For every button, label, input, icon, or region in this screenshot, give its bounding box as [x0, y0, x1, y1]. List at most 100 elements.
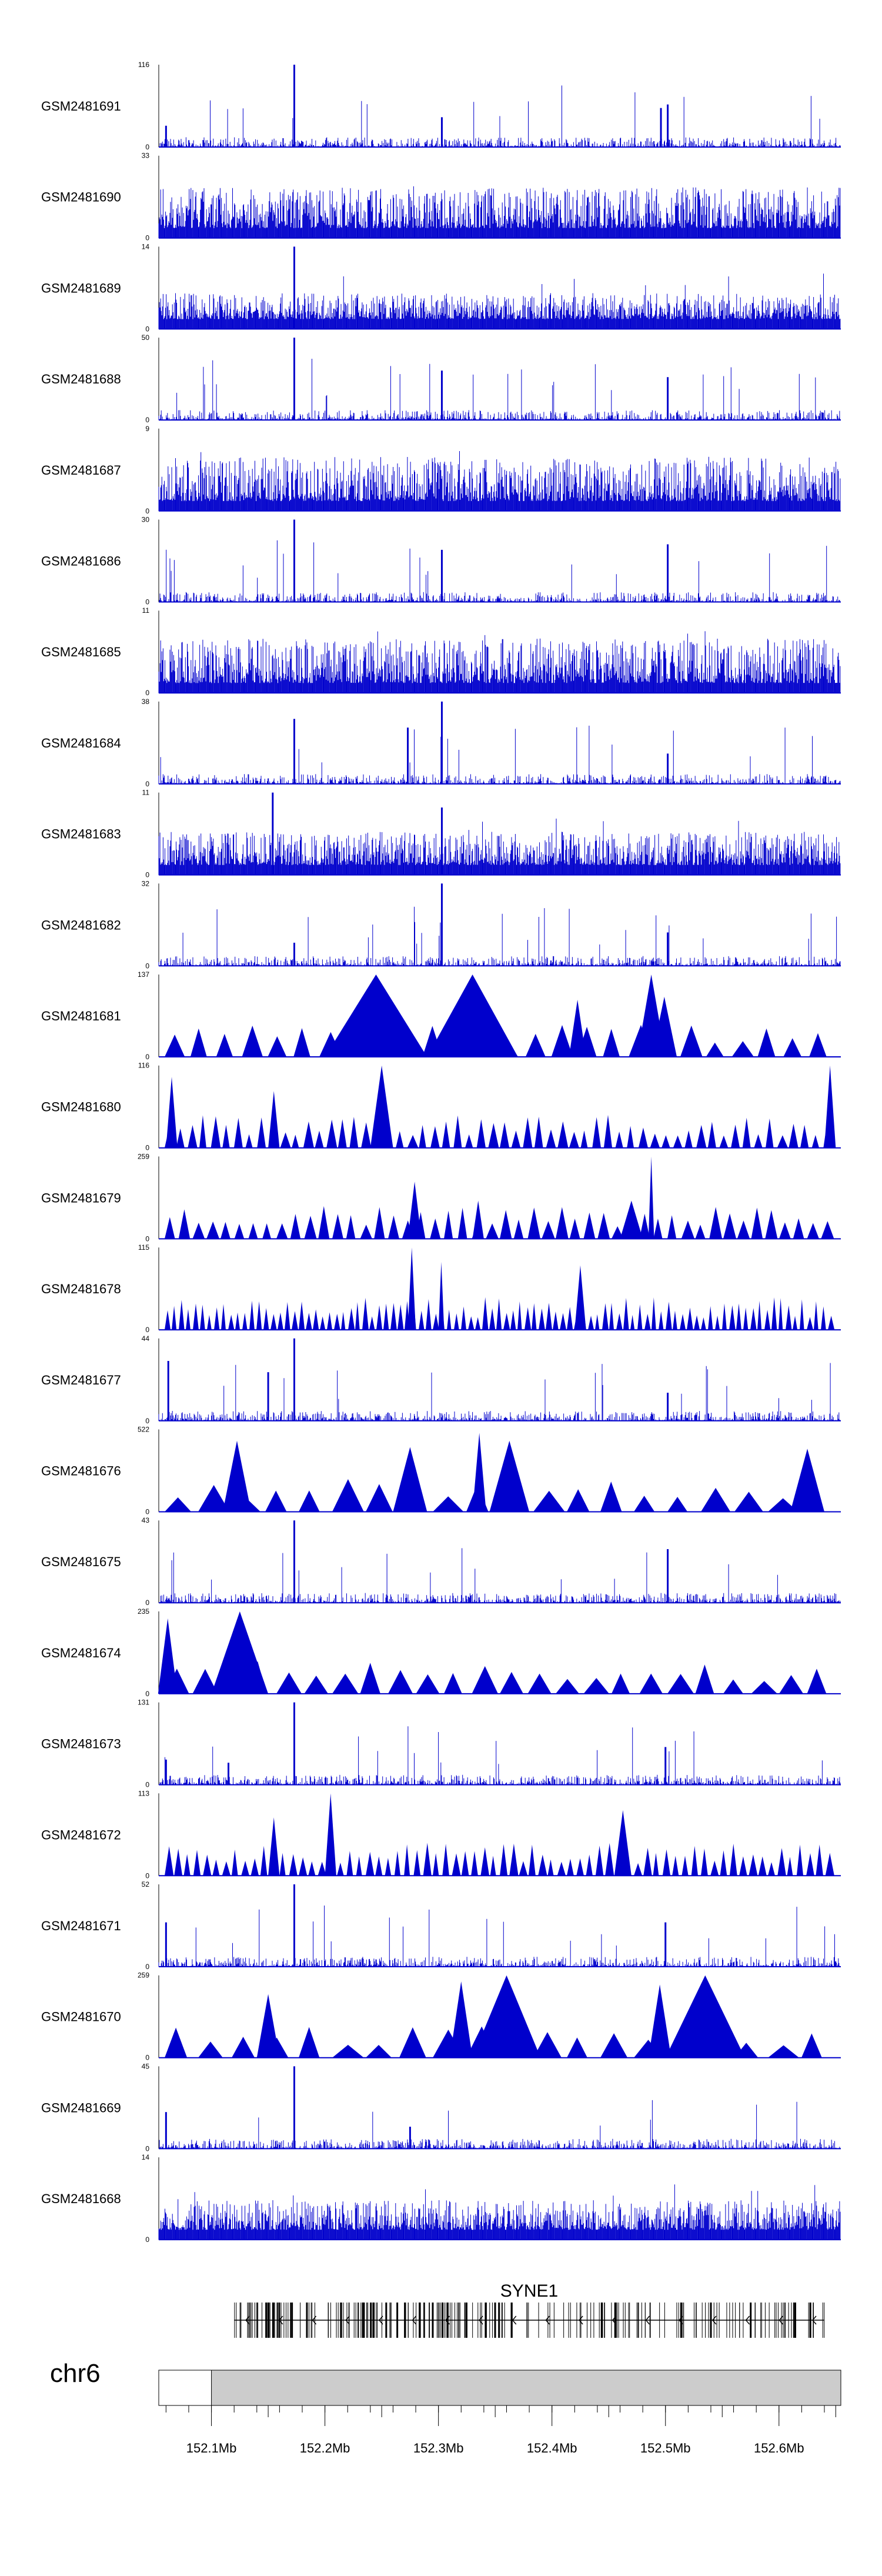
coverage-peak	[708, 1306, 713, 1330]
strand-arrow	[412, 2315, 417, 2325]
coverage-peak	[366, 1851, 375, 1876]
y-min-label: 0	[145, 780, 149, 788]
track-name: GSM2481676	[41, 1464, 121, 1479]
coverage-peak	[453, 1115, 462, 1148]
coverage-peak	[472, 1200, 484, 1239]
y-max-label: 50	[142, 333, 150, 342]
coverage-peak	[488, 1123, 499, 1148]
coverage-peak	[165, 1846, 174, 1876]
coverage-peak	[546, 1129, 556, 1148]
ideogram-band	[211, 2370, 841, 2406]
coverage-peak	[407, 1247, 416, 1330]
coverage-peak	[500, 1844, 508, 1876]
coverage-peak	[262, 1223, 272, 1239]
coverage-peak	[809, 1033, 827, 1057]
coverage-peak	[695, 1224, 706, 1239]
track-name: GSM2481681	[41, 1009, 121, 1023]
coverage-peak	[442, 1121, 450, 1148]
coverage-peak	[527, 1207, 540, 1239]
y-max-label: 33	[142, 152, 150, 160]
coverage-peak	[662, 1135, 670, 1148]
y-max-label: 116	[138, 61, 149, 69]
coverage-peak	[174, 1848, 183, 1876]
coverage-peak	[560, 1313, 567, 1330]
coverage-peak	[583, 1212, 596, 1239]
coverage-peak	[280, 1132, 291, 1148]
coverage-peak	[172, 1306, 177, 1330]
coverage-peak	[701, 1848, 708, 1876]
track: GSM2481691 116 0	[41, 61, 841, 151]
coverage-peak	[500, 1210, 512, 1239]
coverage-peak	[595, 1314, 600, 1330]
coverage-peak	[609, 1303, 614, 1330]
coverage-bars	[158, 631, 841, 693]
coverage-peak	[789, 1123, 799, 1148]
coverage-peak	[394, 1851, 400, 1876]
coverage-peak	[710, 1860, 719, 1876]
coverage-peak	[639, 1673, 663, 1694]
strand-arrow	[378, 2315, 383, 2325]
coverage-peak	[602, 1303, 609, 1330]
track-name: GSM2481688	[41, 372, 121, 386]
coverage-peak	[308, 1861, 316, 1876]
y-max-label: 113	[138, 1789, 149, 1797]
track-name: GSM2481675	[41, 1554, 121, 1569]
coverage-peak	[673, 1135, 683, 1148]
coverage-peak	[729, 1843, 737, 1876]
coverage-peak	[539, 1308, 545, 1330]
coverage-peak	[510, 1310, 516, 1330]
gene-track: SYNE1	[234, 2281, 825, 2338]
coverage-peak	[800, 1299, 804, 1330]
coverage-peak	[433, 1853, 439, 1876]
coverage-peak	[449, 1981, 473, 2058]
track-name: GSM2481679	[41, 1190, 121, 1205]
coverage-peak	[525, 1033, 546, 1057]
coverage-peak	[547, 1859, 554, 1876]
track: GSM2481682 32 0	[41, 879, 841, 970]
coverage-peak	[447, 1309, 452, 1330]
coverage-peak	[650, 1133, 660, 1148]
coverage-peak	[695, 1664, 714, 1694]
coverage-peak	[662, 1849, 671, 1876]
track-name: GSM2481689	[41, 281, 121, 295]
coverage-peak	[603, 1029, 620, 1057]
coverage-bars	[158, 818, 841, 875]
coverage-peak	[659, 1311, 664, 1330]
coverage-peak	[461, 1851, 469, 1876]
track-name: GSM2481691	[41, 99, 121, 114]
coverage-bars	[158, 451, 841, 511]
y-max-label: 522	[138, 1426, 149, 1434]
coverage-peak	[327, 1312, 333, 1330]
coverage-peak	[326, 1119, 338, 1148]
x-tick-label: 152.5Mb	[640, 2441, 691, 2455]
coverage-peak	[731, 1041, 754, 1057]
coverage-peak	[557, 1861, 566, 1876]
coverage-peak	[186, 1309, 191, 1330]
coverage-peak	[303, 1121, 314, 1148]
y-min-label: 0	[145, 1144, 149, 1152]
track-name: GSM2481670	[41, 2010, 121, 2024]
coverage-peak	[430, 1218, 441, 1239]
coverage-peak	[569, 1132, 579, 1148]
y-max-label: 9	[145, 425, 149, 433]
coverage-peak	[673, 1310, 677, 1330]
coverage-peak	[257, 1117, 266, 1148]
coverage-peak	[824, 1065, 836, 1148]
x-tick-label: 152.4Mb	[527, 2441, 577, 2455]
coverage-peak	[433, 1313, 439, 1330]
track: GSM2481672 113 0	[41, 1789, 841, 1880]
coverage-peak	[438, 1262, 445, 1330]
coverage-peak	[736, 1303, 741, 1330]
coverage-peak	[739, 1856, 747, 1876]
coverage-peak	[457, 1207, 467, 1239]
coverage-peak	[634, 1496, 655, 1512]
coverage-peak	[796, 1844, 804, 1876]
coverage-peak	[423, 1843, 432, 1876]
y-min-label: 0	[145, 507, 149, 515]
track-name: GSM2481677	[41, 1373, 121, 1387]
coverage-peak	[757, 1300, 762, 1330]
coverage-peak	[212, 1859, 220, 1876]
coverage-peak	[787, 1857, 793, 1876]
coverage-peak	[737, 1220, 750, 1239]
coverage-peak	[332, 1479, 364, 1512]
